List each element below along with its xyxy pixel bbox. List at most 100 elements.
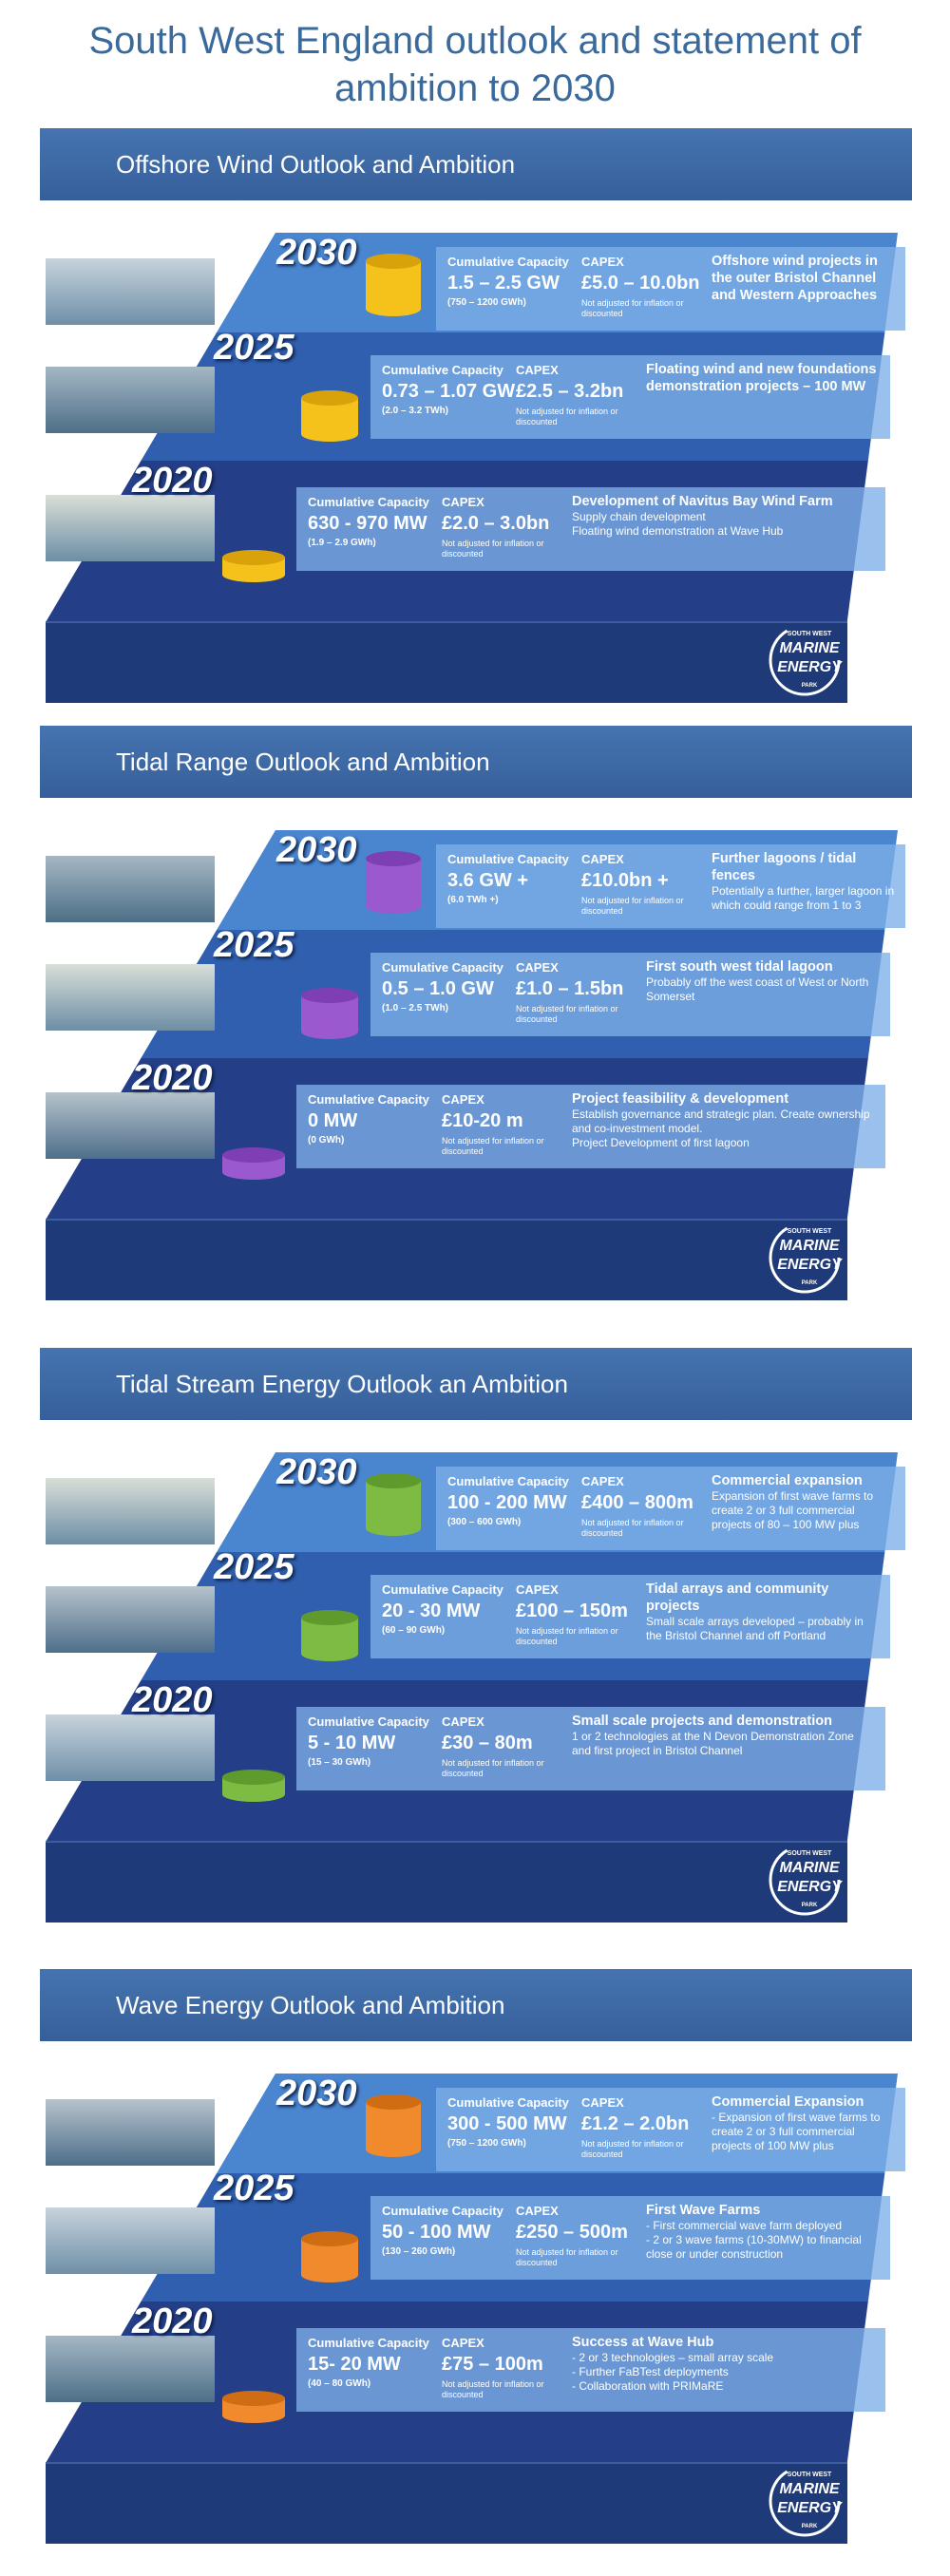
year-label: 2030	[276, 2074, 357, 2113]
logo-ring	[769, 1222, 841, 1294]
cylinder-top	[366, 1473, 421, 1488]
year-label: 2025	[214, 328, 294, 368]
photo	[46, 1586, 215, 1653]
capacity-value: 3.6 GW +	[447, 870, 529, 891]
cylinder-top	[222, 1147, 285, 1163]
photo	[46, 258, 215, 325]
capacity-output: (40 – 80 GWh)	[308, 2378, 371, 2389]
year-label: 2020	[132, 461, 213, 501]
capacity-label: Cumulative Capacity	[447, 852, 569, 866]
capacity-output: (1.9 – 2.9 GWh)	[308, 538, 376, 548]
capacity-output: (1.0 – 2.5 TWh)	[382, 1003, 449, 1013]
capex-value: £10-20 m	[442, 1110, 523, 1131]
photo	[46, 1478, 215, 1544]
description: First south west tidal lagoon Probably of…	[646, 958, 881, 1004]
description-line: - Further FaBTest deployments	[572, 2365, 729, 2378]
cylinder-top	[301, 988, 358, 1003]
capex-label: CAPEX	[516, 2204, 559, 2218]
photo	[46, 1714, 215, 1781]
info-panel: Cumulative Capacity 5 - 10 MW (15 – 30 GWh…	[296, 1707, 885, 1790]
capacity-label: Cumulative Capacity	[308, 495, 429, 509]
logo-text: ENERGY	[777, 659, 843, 675]
description-title: First south west tidal lagoon	[646, 959, 833, 975]
capacity-label: Cumulative Capacity	[308, 2336, 429, 2350]
capex-note: Not adjusted for inflation or discounted	[442, 1136, 544, 1156]
description-line: Floating wind demonstration at Wave Hub	[572, 524, 784, 538]
capacity-value: 50 - 100 MW	[382, 2222, 491, 2243]
cylinder-top	[301, 1610, 358, 1625]
description-line: Potentially a further, larger lagoon in …	[712, 884, 895, 912]
cylinder-bottom	[301, 426, 358, 442]
capacity-value: 15- 20 MW	[308, 2354, 401, 2375]
capex-label: CAPEX	[442, 1714, 484, 1729]
cylinder-top	[222, 2391, 285, 2406]
capex-value: £10.0bn +	[581, 870, 669, 891]
capex-value: £100 – 150m	[516, 1601, 628, 1621]
cylinder-bottom	[301, 2267, 358, 2282]
cylinder-body	[366, 1481, 421, 1528]
year-label: 2030	[276, 233, 357, 273]
capacity-label: Cumulative Capacity	[447, 2095, 569, 2110]
cylinder-bottom	[222, 1787, 285, 1802]
capacity-output: (750 – 1200 GWh)	[447, 2138, 526, 2149]
cylinder-body	[366, 261, 421, 309]
info-panel: Cumulative Capacity 0.5 – 1.0 GW (1.0 – 2.…	[370, 953, 890, 1036]
capacity-output: (0 GWh)	[308, 1135, 345, 1146]
description: Project feasibility & development Establi…	[572, 1090, 876, 1150]
description-line: - Expansion of first wave farms to creat…	[712, 2111, 881, 2152]
capex-label: CAPEX	[516, 1582, 559, 1597]
logo-text: ENERGY	[777, 1879, 843, 1895]
capacity-output: (60 – 90 GWh)	[382, 1625, 446, 1636]
cylinder-bottom	[222, 567, 285, 582]
capex-note: Not adjusted for inflation or discounted	[516, 1626, 618, 1646]
section-heading: Tidal Stream Energy Outlook an Ambition	[40, 1348, 912, 1420]
description-line: Supply chain development	[572, 510, 706, 523]
capex-label: CAPEX	[581, 1474, 624, 1488]
year-label: 2020	[132, 2301, 213, 2341]
logo-text: PARK	[802, 683, 818, 689]
cylinder-top	[366, 254, 421, 269]
description-line: Expansion of first wave farms to create …	[712, 1489, 874, 1531]
cylinder-bottom	[301, 1646, 358, 1661]
cylinder-bottom	[222, 1165, 285, 1180]
info-panel: Cumulative Capacity 100 - 200 MW (300 – 60…	[436, 1467, 905, 1550]
logo-text: SOUTH WEST	[788, 2472, 832, 2478]
cylinder-bottom	[366, 2142, 421, 2157]
description: Small scale projects and demonstration 1 …	[572, 1713, 876, 1758]
capex-value: £5.0 – 10.0bn	[581, 273, 700, 294]
logo-text: MARINE	[779, 1860, 840, 1876]
capex-label: CAPEX	[581, 2095, 624, 2110]
cylinder-top	[366, 2094, 421, 2110]
cylinder-body	[366, 2102, 421, 2150]
description: Offshore wind projects in the outer Bris…	[712, 253, 896, 304]
photo	[46, 1092, 215, 1159]
description-title: Success at Wave Hub	[572, 2335, 714, 2350]
description: Further lagoons / tidal fences Potentiall…	[712, 850, 896, 913]
description-title: Development of Navitus Bay Wind Farm	[572, 494, 833, 509]
capacity-label: Cumulative Capacity	[382, 363, 504, 377]
description-title: Tidal arrays and community projects	[646, 1582, 829, 1614]
capacity-label: Cumulative Capacity	[382, 2204, 504, 2218]
section-heading: Wave Energy Outlook and Ambition	[40, 1969, 912, 2041]
pyramid-base	[46, 622, 847, 703]
capex-note: Not adjusted for inflation or discounted	[516, 2247, 618, 2267]
description: First Wave Farms - First commercial wave …	[646, 2202, 881, 2262]
capacity-output: (15 – 30 GWh)	[308, 1757, 371, 1768]
section: SOUTH WEST MARINE ENERGY PARK Cumulative Cap…	[0, 726, 950, 1310]
logo-text: ENERGY	[777, 2500, 843, 2516]
description: Commercial Expansion - Expansion of first…	[712, 2093, 896, 2153]
capacity-output: (130 – 260 GWh)	[382, 2246, 456, 2257]
description-title: Small scale projects and demonstration	[572, 1714, 832, 1729]
capacity-value: 20 - 30 MW	[382, 1601, 481, 1621]
capex-value: £75 – 100m	[442, 2354, 543, 2375]
capex-label: CAPEX	[442, 495, 484, 509]
description: Development of Navitus Bay Wind Farm Supp…	[572, 493, 876, 539]
capacity-value: 0.73 – 1.07 GW	[382, 381, 516, 402]
info-panel: Cumulative Capacity 3.6 GW + (6.0 TWh +) CA…	[436, 844, 905, 928]
logo-ring	[769, 2465, 841, 2537]
logo-text: SOUTH WEST	[788, 1850, 832, 1857]
capex-label: CAPEX	[442, 2336, 484, 2350]
photo	[46, 367, 215, 433]
capacity-output: (750 – 1200 GWh)	[447, 297, 526, 308]
capex-label: CAPEX	[516, 960, 559, 975]
